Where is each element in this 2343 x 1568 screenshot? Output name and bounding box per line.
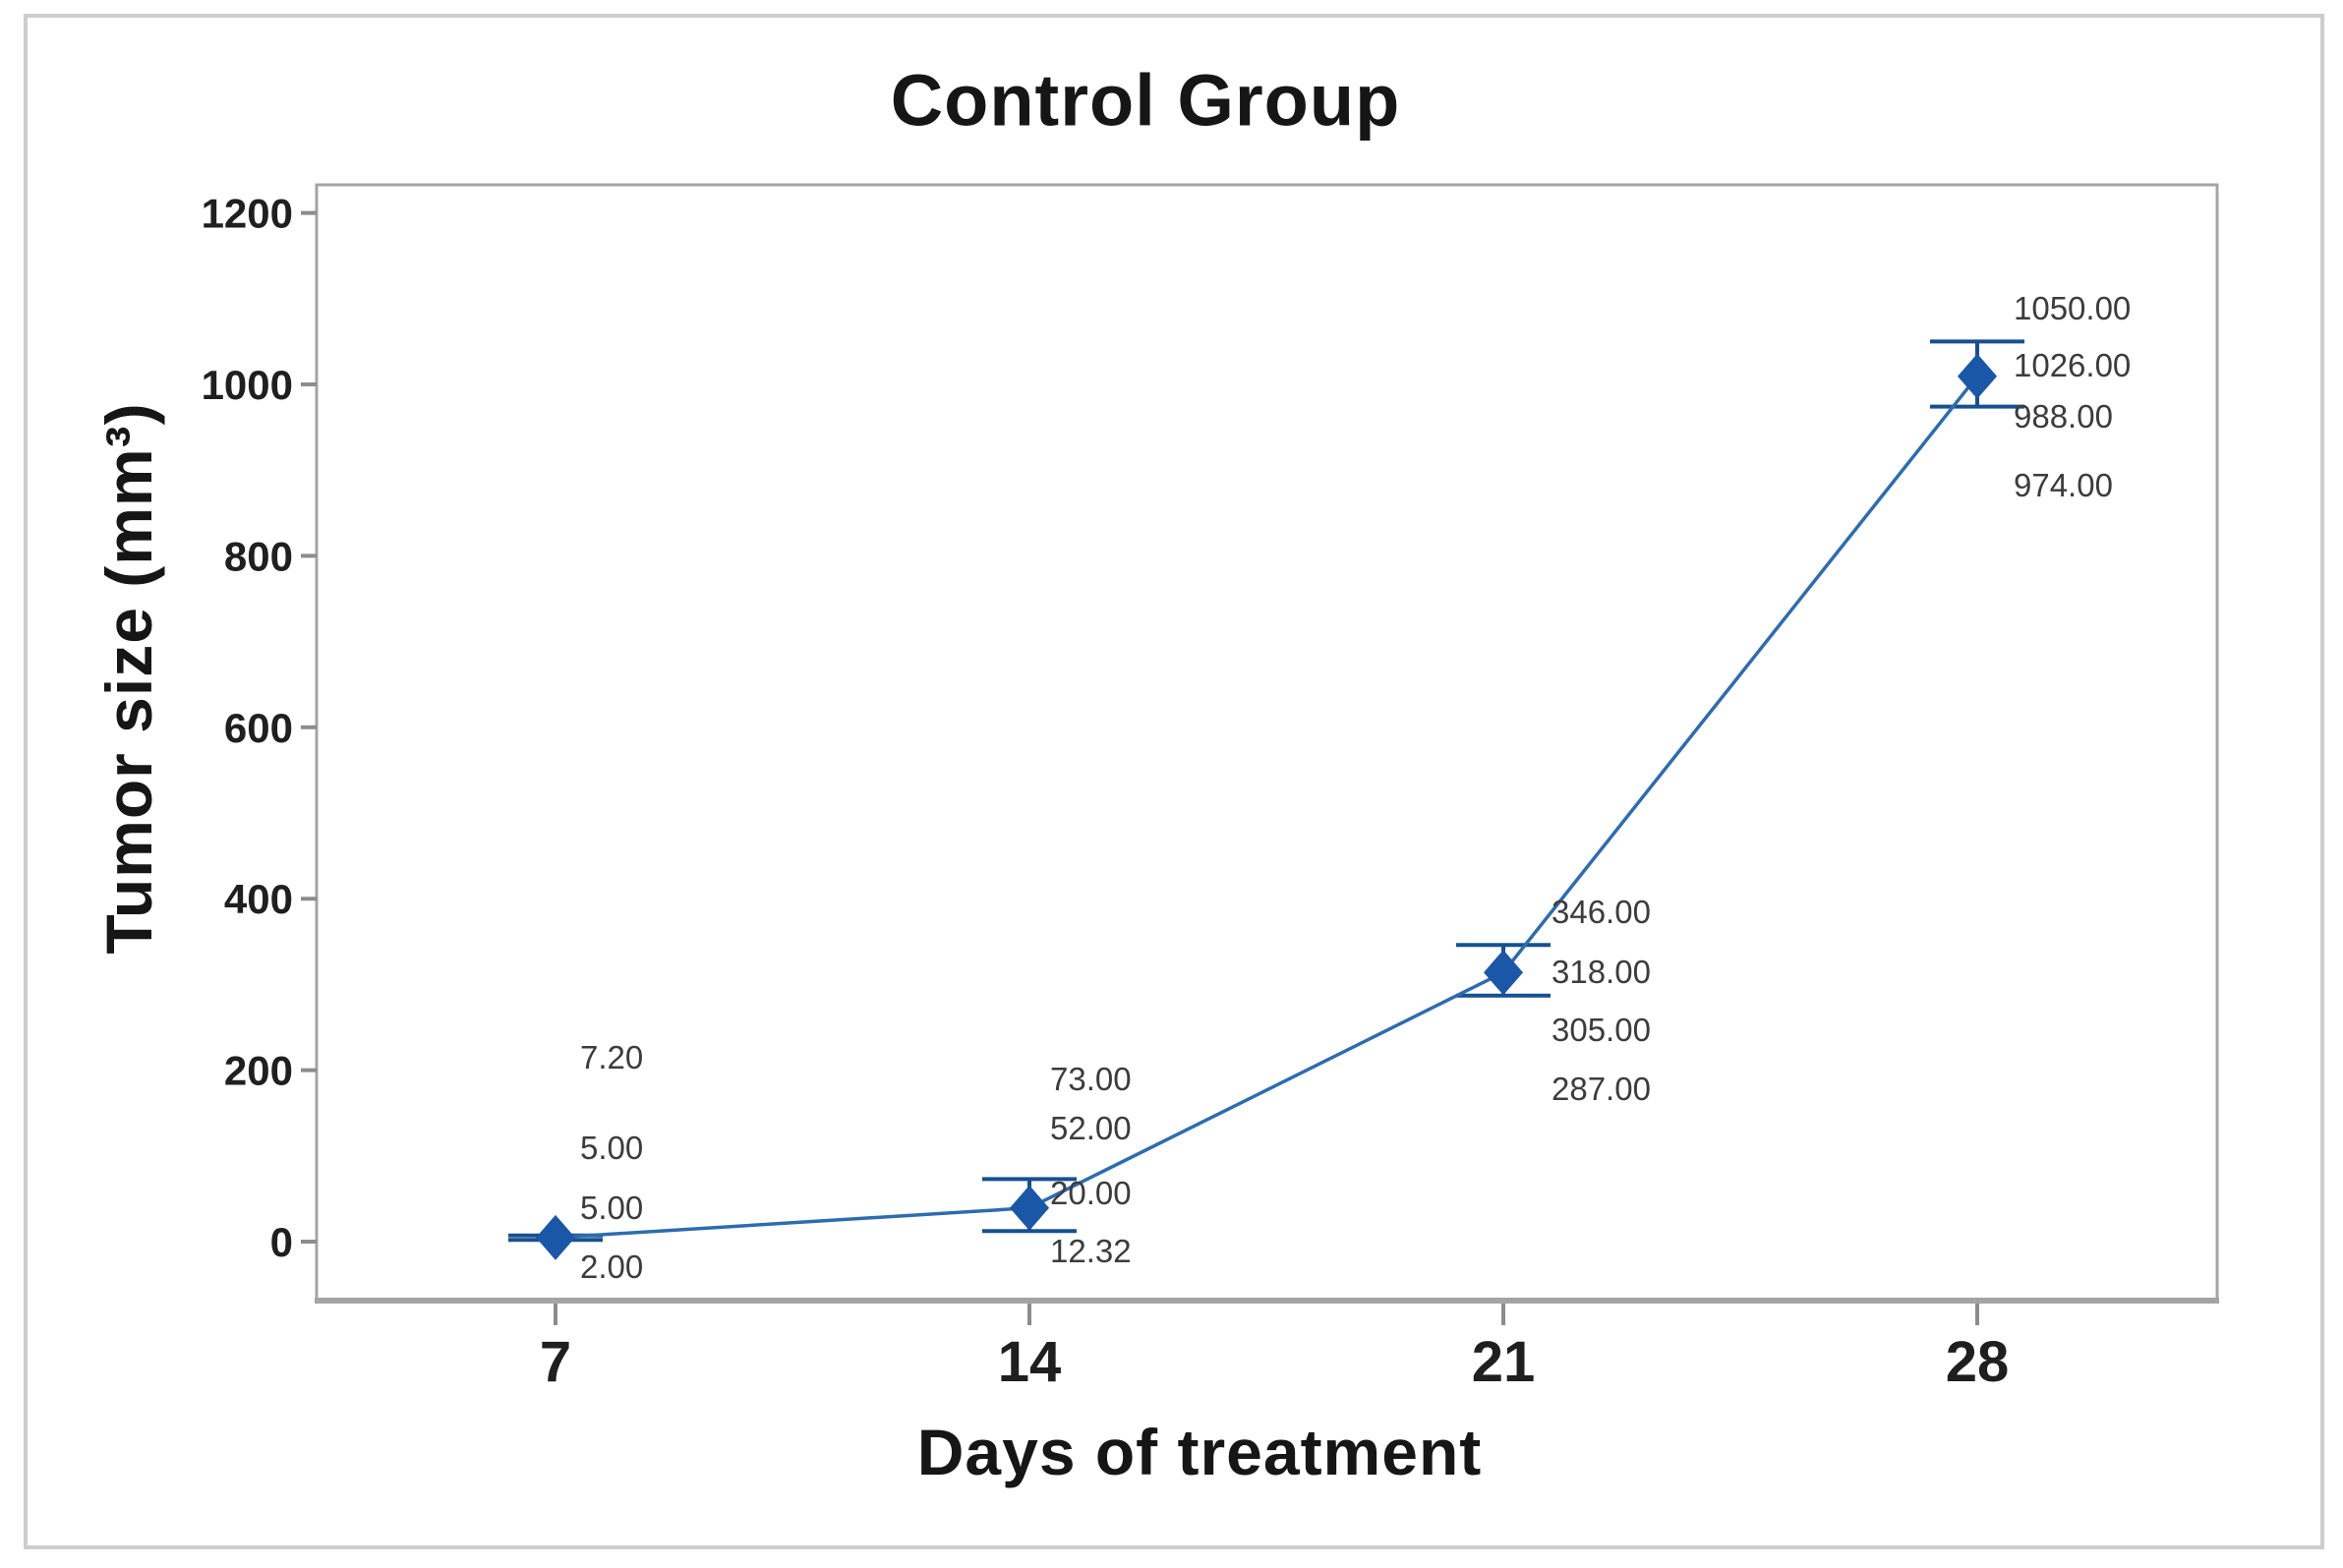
chart-title: Control Group	[890, 59, 1401, 142]
data-label: 20.00	[1050, 1175, 1132, 1211]
data-label: 346.00	[1552, 894, 1651, 930]
x-tick-label: 28	[1946, 1330, 2010, 1394]
data-label: 305.00	[1552, 1012, 1651, 1048]
data-label: 2.00	[580, 1249, 643, 1285]
data-label: 1026.00	[2014, 347, 2131, 383]
data-label: 974.00	[2014, 467, 2113, 503]
x-axis-title: Days of treatment	[916, 1416, 1483, 1488]
data-label: 287.00	[1552, 1071, 1651, 1107]
data-label: 5.00	[580, 1130, 643, 1166]
y-tick-label: 200	[224, 1048, 293, 1094]
y-tick-label: 600	[224, 705, 293, 751]
data-point-marker	[1009, 1185, 1049, 1231]
x-tick-label: 21	[1472, 1330, 1536, 1394]
data-label: 1050.00	[2014, 290, 2131, 326]
y-tick-label: 800	[224, 533, 293, 579]
data-point-marker	[536, 1214, 575, 1260]
series-line	[555, 375, 1979, 1240]
data-label: 73.00	[1050, 1061, 1132, 1097]
data-point-marker	[1483, 950, 1523, 996]
y-tick-label: 1200	[202, 191, 293, 237]
data-label: 52.00	[1050, 1110, 1132, 1146]
data-point-marker	[1957, 353, 1997, 399]
figure-border	[24, 14, 2324, 1549]
data-label: 988.00	[2014, 398, 2113, 435]
data-label: 7.20	[580, 1039, 643, 1075]
y-tick-label: 1000	[202, 362, 293, 408]
y-tick-label: 400	[224, 876, 293, 922]
x-tick-label: 7	[540, 1330, 571, 1394]
data-label: 5.00	[580, 1190, 643, 1226]
x-tick-label: 14	[998, 1330, 1062, 1394]
y-tick-label: 0	[270, 1219, 293, 1265]
data-label: 12.32	[1050, 1233, 1132, 1269]
data-label: 318.00	[1552, 954, 1651, 990]
